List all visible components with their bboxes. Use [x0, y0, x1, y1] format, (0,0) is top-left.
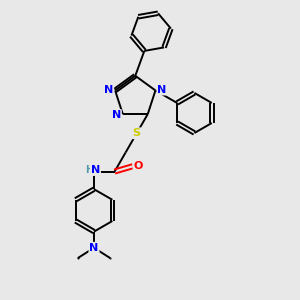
- Text: O: O: [134, 161, 143, 171]
- Text: H: H: [85, 165, 93, 175]
- Text: S: S: [133, 128, 141, 138]
- Text: N: N: [91, 165, 100, 175]
- Text: N: N: [89, 243, 99, 253]
- Text: N: N: [104, 85, 113, 94]
- Text: N: N: [157, 85, 167, 94]
- Text: N: N: [112, 110, 121, 120]
